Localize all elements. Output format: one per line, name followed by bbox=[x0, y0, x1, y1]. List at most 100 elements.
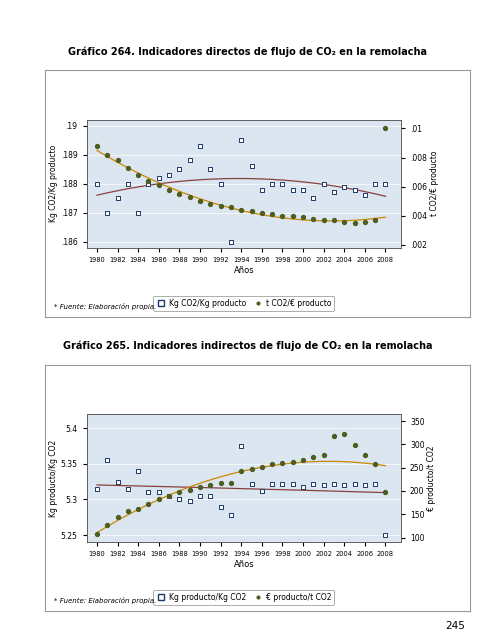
Point bbox=[350, 440, 358, 451]
Point bbox=[299, 481, 307, 492]
Point bbox=[299, 212, 307, 222]
Point bbox=[217, 477, 225, 488]
Point bbox=[175, 189, 183, 199]
Point bbox=[309, 214, 317, 224]
Point bbox=[361, 190, 369, 200]
Point bbox=[382, 179, 390, 189]
Point bbox=[382, 487, 390, 497]
Point bbox=[145, 176, 152, 186]
Y-axis label: Kg producto/Kg CO2: Kg producto/Kg CO2 bbox=[49, 440, 58, 516]
Point bbox=[217, 200, 225, 211]
Point bbox=[309, 452, 317, 463]
Point bbox=[227, 477, 235, 488]
Point bbox=[227, 202, 235, 212]
Point bbox=[196, 141, 204, 151]
Point bbox=[382, 530, 390, 540]
Text: * Fuente: Elaboración propia.: * Fuente: Elaboración propia. bbox=[53, 598, 156, 604]
Point bbox=[227, 510, 235, 520]
Point bbox=[340, 480, 348, 490]
Point bbox=[155, 173, 163, 183]
Point bbox=[248, 206, 255, 216]
Point bbox=[196, 491, 204, 501]
X-axis label: Años: Años bbox=[234, 560, 254, 569]
Point bbox=[206, 164, 214, 174]
Point bbox=[124, 163, 132, 173]
X-axis label: Años: Años bbox=[234, 266, 254, 275]
Point bbox=[320, 179, 328, 189]
Point bbox=[186, 496, 194, 506]
Point bbox=[330, 188, 338, 198]
Point bbox=[134, 504, 142, 514]
Point bbox=[248, 463, 255, 474]
Point bbox=[330, 215, 338, 225]
Point bbox=[299, 184, 307, 195]
Point bbox=[237, 135, 245, 145]
Point bbox=[330, 479, 338, 489]
Text: Gráfico 264. Indicadores directos de flujo de CO₂ en la remolacha: Gráfico 264. Indicadores directos de flu… bbox=[68, 46, 427, 56]
Point bbox=[289, 211, 297, 221]
Point bbox=[113, 477, 121, 487]
Point bbox=[165, 184, 173, 195]
Point bbox=[258, 486, 266, 496]
Y-axis label: t CO2/€ producto: t CO2/€ producto bbox=[430, 151, 439, 216]
Point bbox=[186, 192, 194, 202]
Point bbox=[361, 480, 369, 490]
Point bbox=[113, 511, 121, 522]
Point bbox=[196, 196, 204, 206]
Point bbox=[155, 494, 163, 504]
Y-axis label: Kg CO2/Kg producto: Kg CO2/Kg producto bbox=[49, 145, 58, 222]
Point bbox=[175, 487, 183, 497]
Point bbox=[145, 179, 152, 189]
Point bbox=[320, 215, 328, 225]
Point bbox=[113, 156, 121, 166]
Point bbox=[340, 182, 348, 192]
Point bbox=[165, 490, 173, 500]
Point bbox=[268, 209, 276, 220]
Point bbox=[371, 179, 379, 189]
Point bbox=[320, 480, 328, 490]
Point bbox=[206, 480, 214, 490]
Text: 245: 245 bbox=[446, 621, 465, 630]
Point bbox=[279, 211, 287, 221]
Point bbox=[206, 199, 214, 209]
Point bbox=[279, 479, 287, 489]
Point bbox=[145, 499, 152, 509]
Point bbox=[237, 441, 245, 451]
Point bbox=[289, 479, 297, 489]
Point bbox=[93, 484, 101, 494]
Point bbox=[186, 156, 194, 166]
Point bbox=[309, 193, 317, 204]
Point bbox=[309, 479, 317, 489]
Point bbox=[134, 466, 142, 476]
Point bbox=[217, 179, 225, 189]
Point bbox=[350, 218, 358, 228]
Point bbox=[248, 161, 255, 172]
Point bbox=[93, 179, 101, 189]
Point bbox=[134, 170, 142, 180]
Point bbox=[371, 479, 379, 489]
Point bbox=[155, 180, 163, 190]
Point bbox=[350, 184, 358, 195]
Point bbox=[330, 431, 338, 441]
Point bbox=[258, 184, 266, 195]
Legend: Kg producto/Kg CO2, € producto/t CO2: Kg producto/Kg CO2, € producto/t CO2 bbox=[153, 590, 334, 605]
Point bbox=[113, 193, 121, 204]
Point bbox=[361, 216, 369, 227]
Point bbox=[103, 455, 111, 465]
Point bbox=[145, 487, 152, 497]
Point bbox=[371, 459, 379, 469]
Point bbox=[361, 449, 369, 460]
Point bbox=[268, 179, 276, 189]
Point bbox=[227, 237, 235, 247]
Point bbox=[155, 487, 163, 497]
Point bbox=[186, 485, 194, 495]
Point bbox=[350, 479, 358, 489]
Text: Gráfico 265. Indicadores indirectos de flujo de CO₂ en la remolacha: Gráfico 265. Indicadores indirectos de f… bbox=[63, 340, 432, 351]
Point bbox=[124, 179, 132, 189]
Point bbox=[103, 150, 111, 160]
Point bbox=[93, 529, 101, 539]
Point bbox=[340, 216, 348, 227]
Point bbox=[175, 164, 183, 174]
Text: * Fuente: Elaboración propia.: * Fuente: Elaboración propia. bbox=[53, 303, 156, 310]
Point bbox=[371, 215, 379, 225]
